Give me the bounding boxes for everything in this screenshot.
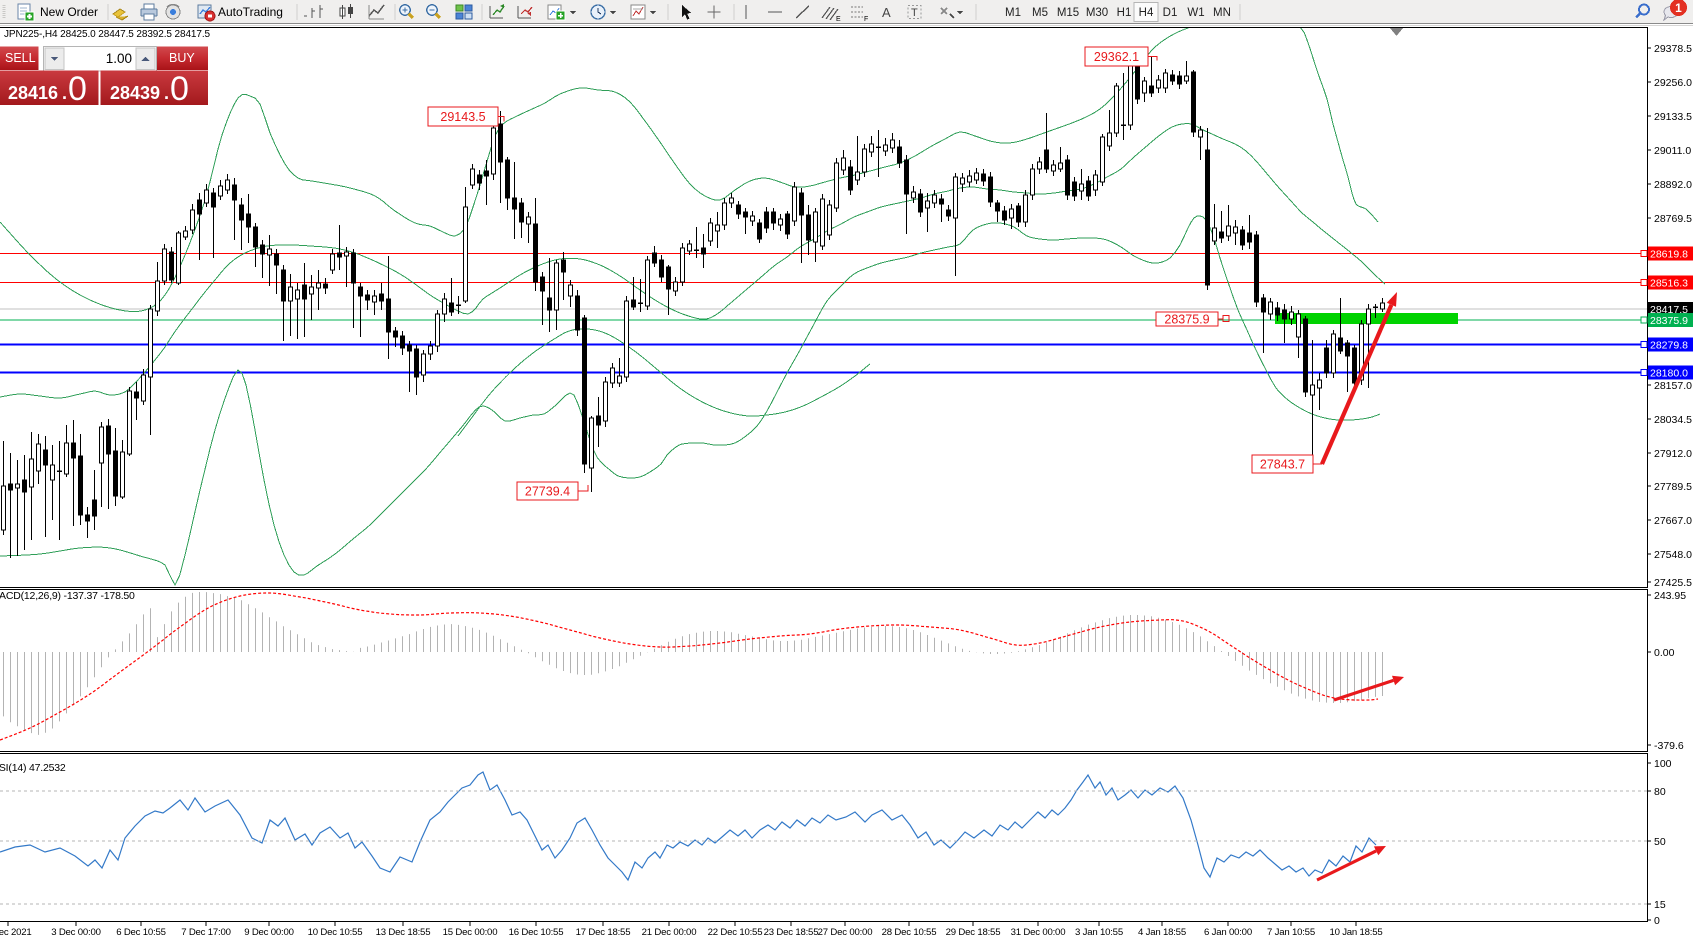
svg-text:27739.4: 27739.4 xyxy=(525,485,570,499)
svg-text:29362.1: 29362.1 xyxy=(1094,50,1139,64)
svg-text:4 Jan 18:55: 4 Jan 18:55 xyxy=(1138,927,1186,938)
svg-text:BUY: BUY xyxy=(169,51,195,65)
svg-text:29133.5: 29133.5 xyxy=(1654,111,1692,123)
svg-text:29378.5: 29378.5 xyxy=(1654,43,1692,55)
svg-text:RSI(14) 47.2532: RSI(14) 47.2532 xyxy=(0,762,66,774)
svg-text:27843.7: 27843.7 xyxy=(1260,458,1305,472)
svg-text:7 Jan 10:55: 7 Jan 10:55 xyxy=(1267,927,1315,938)
svg-text:1: 1 xyxy=(1675,1,1682,15)
svg-text:M1: M1 xyxy=(1005,7,1021,19)
svg-text:3 Dec 00:00: 3 Dec 00:00 xyxy=(51,927,101,938)
svg-text:F: F xyxy=(864,16,868,23)
svg-text:-379.6: -379.6 xyxy=(1654,740,1684,752)
svg-text:JPN225-,H4 28425.0 28447.5 28: JPN225-,H4 28425.0 28447.5 28392.5 28417… xyxy=(4,29,211,40)
svg-text:28516.3: 28516.3 xyxy=(1650,278,1688,290)
svg-text:27912.0: 27912.0 xyxy=(1654,448,1692,460)
svg-text:0: 0 xyxy=(68,70,87,108)
svg-text:0: 0 xyxy=(170,70,189,108)
svg-text:10 Dec 10:55: 10 Dec 10:55 xyxy=(308,927,363,938)
svg-text:10 Jan 18:55: 10 Jan 18:55 xyxy=(1329,927,1382,938)
svg-text:21 Dec 00:00: 21 Dec 00:00 xyxy=(642,927,697,938)
svg-text:E: E xyxy=(836,16,841,23)
svg-text:M30: M30 xyxy=(1086,7,1108,19)
svg-text:6 Dec 10:55: 6 Dec 10:55 xyxy=(116,927,166,938)
svg-text:T: T xyxy=(911,7,918,19)
svg-text:0: 0 xyxy=(1654,915,1660,927)
svg-text:29011.0: 29011.0 xyxy=(1654,145,1691,157)
svg-text:28892.0: 28892.0 xyxy=(1654,179,1692,191)
svg-text:27425.5: 27425.5 xyxy=(1654,577,1692,589)
svg-text:.: . xyxy=(62,83,67,103)
svg-text:28375.9: 28375.9 xyxy=(1164,313,1209,327)
svg-text:28034.5: 28034.5 xyxy=(1654,414,1692,426)
svg-text:50: 50 xyxy=(1654,836,1666,848)
svg-text:28439: 28439 xyxy=(110,83,160,103)
svg-text:17 Dec 18:55: 17 Dec 18:55 xyxy=(576,927,631,938)
svg-text:28157.0: 28157.0 xyxy=(1654,380,1692,392)
svg-text:AutoTrading: AutoTrading xyxy=(218,5,283,19)
svg-text:29143.5: 29143.5 xyxy=(440,110,485,124)
svg-text:0.00: 0.00 xyxy=(1654,647,1675,659)
svg-text:MN: MN xyxy=(1213,7,1231,19)
svg-text:13 Dec 18:55: 13 Dec 18:55 xyxy=(376,927,431,938)
svg-text:7 Dec 17:00: 7 Dec 17:00 xyxy=(181,927,231,938)
svg-text:9 Dec 00:00: 9 Dec 00:00 xyxy=(244,927,294,938)
svg-text:28769.5: 28769.5 xyxy=(1654,213,1692,225)
svg-text:15: 15 xyxy=(1654,899,1666,911)
svg-text:M5: M5 xyxy=(1032,7,1048,19)
svg-text:28416: 28416 xyxy=(8,83,58,103)
svg-text:New Order: New Order xyxy=(40,5,98,19)
svg-text:100: 100 xyxy=(1654,758,1672,770)
svg-text:28 Dec 10:55: 28 Dec 10:55 xyxy=(882,927,937,938)
svg-text:29 Dec 18:55: 29 Dec 18:55 xyxy=(946,927,1001,938)
svg-text:A: A xyxy=(882,5,891,20)
svg-text:27667.0: 27667.0 xyxy=(1654,515,1692,527)
svg-text:15 Dec 00:00: 15 Dec 00:00 xyxy=(443,927,498,938)
svg-text:27789.5: 27789.5 xyxy=(1654,481,1692,493)
svg-text:6 Jan 00:00: 6 Jan 00:00 xyxy=(1204,927,1252,938)
svg-text:28279.8: 28279.8 xyxy=(1650,340,1688,352)
svg-text:80: 80 xyxy=(1654,786,1666,798)
svg-text:D1: D1 xyxy=(1163,7,1178,19)
svg-text:3 Jan 10:55: 3 Jan 10:55 xyxy=(1075,927,1123,938)
svg-text:2 Dec 2021: 2 Dec 2021 xyxy=(0,927,32,938)
svg-text:28619.8: 28619.8 xyxy=(1650,249,1688,261)
svg-text:28180.0: 28180.0 xyxy=(1650,368,1688,380)
svg-text:MACD(12,26,9) -137.37 -178.50: MACD(12,26,9) -137.37 -178.50 xyxy=(0,590,135,602)
svg-text:22 Dec 10:55: 22 Dec 10:55 xyxy=(708,927,763,938)
svg-text:31 Dec 00:00: 31 Dec 00:00 xyxy=(1011,927,1066,938)
svg-text:29256.0: 29256.0 xyxy=(1654,77,1692,89)
svg-text:1.00: 1.00 xyxy=(106,51,132,66)
svg-text:W1: W1 xyxy=(1187,7,1204,19)
svg-text:.: . xyxy=(164,83,169,103)
svg-text:H1: H1 xyxy=(1117,7,1132,19)
svg-text:23 Dec 18:55: 23 Dec 18:55 xyxy=(764,927,819,938)
svg-text:27 Dec 00:00: 27 Dec 00:00 xyxy=(818,927,873,938)
svg-text:28375.9: 28375.9 xyxy=(1650,315,1688,327)
svg-text:H4: H4 xyxy=(1139,7,1154,19)
svg-text:243.95: 243.95 xyxy=(1654,590,1686,602)
svg-text:16 Dec 10:55: 16 Dec 10:55 xyxy=(509,927,564,938)
svg-text:M15: M15 xyxy=(1057,7,1079,19)
svg-text:27548.0: 27548.0 xyxy=(1654,549,1692,561)
svg-text:SELL: SELL xyxy=(5,51,36,65)
